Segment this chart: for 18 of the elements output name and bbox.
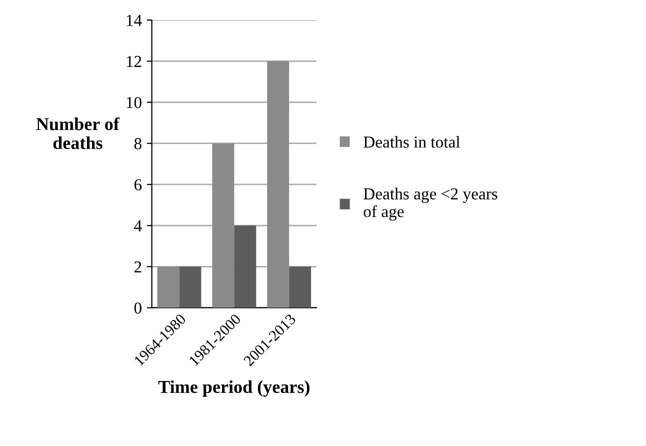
y-tick-label: 6 <box>134 179 142 190</box>
y-tick-label: 14 <box>126 14 142 26</box>
y-tick-label: 4 <box>134 220 142 232</box>
y-axis-title: Number of deaths <box>36 117 120 150</box>
bar <box>179 266 202 308</box>
x-axis-title: Time period (years) <box>158 380 310 397</box>
legend-label: Deaths age <2 years of age <box>364 188 498 221</box>
y-tick-label: 2 <box>134 261 142 272</box>
y-tick-label: 10 <box>126 96 142 108</box>
bar <box>289 266 312 308</box>
bar <box>157 266 180 308</box>
y-tick-label: 0 <box>134 302 142 314</box>
bar <box>234 226 256 308</box>
legend-label: Deaths in total <box>364 136 460 148</box>
y-tick-label: 8 <box>134 138 142 150</box>
bar <box>267 61 290 308</box>
y-tick-label: 12 <box>126 56 142 67</box>
bar <box>212 143 234 308</box>
